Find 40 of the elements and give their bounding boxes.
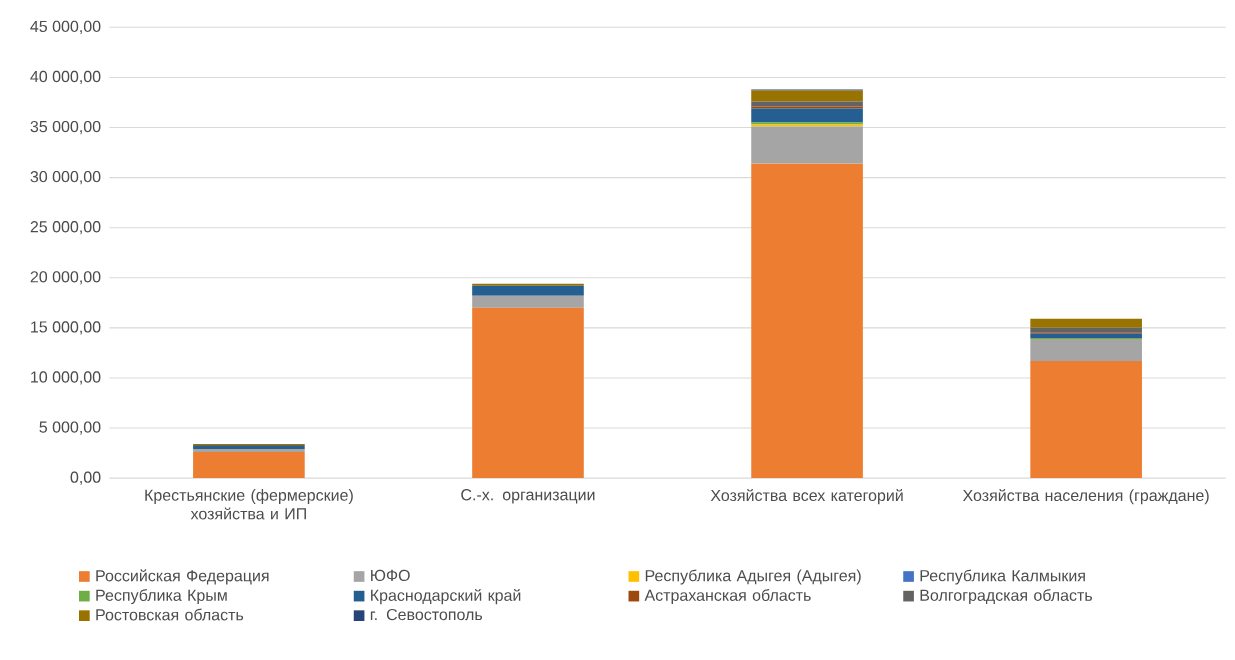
x-tick-label: Хозяйства населения (граждане): [962, 488, 1209, 505]
bar: [1030, 360, 1142, 479]
bar: [1030, 318, 1142, 328]
bar: [751, 106, 863, 109]
y-tick-label: 15 000,00: [31, 321, 101, 335]
y-tick-label: 10 000,00: [31, 371, 101, 385]
legend-label: Республика Калмыкия: [920, 569, 1085, 585]
bar: [1030, 327, 1142, 333]
x-tick-label: С.-х. организации: [461, 488, 595, 504]
y-tick-label: 0,00: [70, 471, 101, 485]
legend-label: Ростовская область: [96, 608, 244, 621]
bar: [751, 90, 863, 102]
y-tick-label: 25 000,00: [30, 221, 101, 235]
bar: [751, 101, 863, 107]
legend-label: Республика Крым: [96, 588, 227, 605]
legend-label: Республика Адыгея (Адыгея): [645, 569, 861, 585]
bar: [472, 295, 584, 308]
x-tick-label: Хозяйства всех категорий: [710, 488, 903, 505]
y-tick-label: 5 000,00: [39, 421, 101, 435]
bar: [472, 285, 584, 296]
legend-label: ЮФО: [371, 569, 410, 581]
y-tick-label: 45 000,00: [30, 20, 101, 34]
legend-label: Волгоградская область: [920, 588, 1093, 605]
legend-label: г. Севостополь: [370, 608, 483, 621]
bar: [1030, 333, 1142, 338]
bar: [751, 108, 863, 123]
y-tick-label: 35 000,00: [30, 120, 101, 135]
bar: [472, 283, 584, 286]
legend-label: Астраханская область: [644, 588, 811, 605]
bar: [1030, 338, 1142, 361]
bar: [751, 126, 863, 164]
legend-label: Краснодарский край: [371, 588, 521, 605]
y-tick-label: 40 000,00: [30, 70, 101, 84]
bar: [472, 307, 584, 479]
legend-label: Российская Федерация: [96, 569, 269, 585]
y-tick-label: 20 000,00: [30, 271, 101, 285]
y-tick-label: 30 000,00: [30, 170, 101, 185]
x-tick-label: Крестьянские (фермерские) хозяйства и ИП: [145, 488, 353, 520]
bar: [193, 452, 305, 479]
bar: [751, 163, 863, 479]
